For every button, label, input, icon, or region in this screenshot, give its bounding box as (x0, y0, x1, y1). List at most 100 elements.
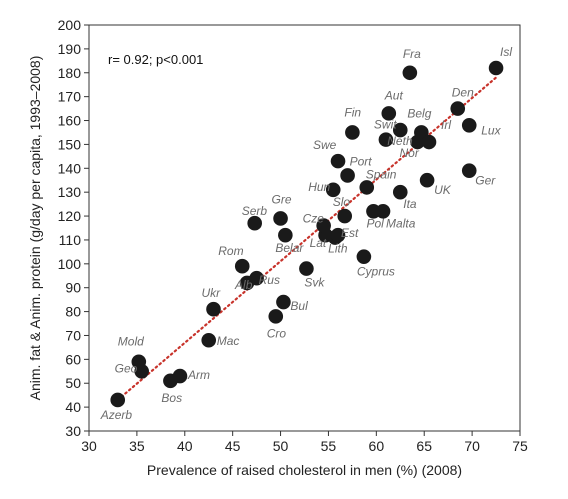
point-rom (234, 258, 250, 274)
y-axis-title: Anim. fat & Anim. protein (g/day per cap… (27, 56, 43, 401)
point-label-isl: Isl (500, 45, 512, 59)
point-est (330, 227, 346, 243)
point-ger (461, 163, 477, 178)
x-tick-label: 30 (81, 438, 97, 454)
trend-line (116, 76, 498, 402)
y-tick-label: 70 (65, 327, 81, 343)
point-label-pol: Pol (366, 216, 384, 230)
point-label-port: Port (350, 154, 373, 168)
point-label-ukr: Ukr (202, 286, 222, 300)
point-svk (299, 261, 314, 276)
point-swe (330, 153, 346, 169)
point-label-mold: Mold (118, 335, 144, 349)
x-tick-label: 65 (416, 438, 432, 454)
x-tick-label: 50 (273, 438, 289, 454)
point-port (340, 168, 355, 183)
correlation-annotation: r= 0.92; p<0.001 (108, 52, 203, 67)
point-arm (172, 368, 188, 384)
point-malta (375, 203, 391, 219)
point-label-lux: Lux (481, 123, 501, 137)
axis-ticks: 30 35 40 45 50 55 60 65 70 75 30 40 50 60 70 80 90 100 110… (58, 17, 528, 454)
point-label-ger: Ger (475, 174, 496, 188)
point-mold (131, 354, 147, 370)
x-tick-label: 35 (129, 438, 145, 454)
point-label-gre: Gre (272, 192, 292, 206)
x-tick-label: 70 (464, 438, 480, 454)
point-label-bul: Bul (290, 299, 308, 313)
y-tick-label: 90 (65, 280, 81, 296)
point-rus (249, 270, 264, 286)
point-den (450, 101, 466, 116)
trendline-group (116, 76, 498, 402)
point-serb (247, 215, 262, 231)
point-slo (337, 208, 353, 224)
point-label-fin: Fin (344, 105, 361, 119)
y-tick-label: 130 (58, 184, 82, 200)
point-label-geo: Geo (115, 361, 138, 375)
point-isl (488, 60, 504, 76)
point-swit (378, 132, 394, 147)
point-label-slo: Slo (333, 195, 351, 209)
point-label-est: Est (341, 226, 359, 240)
y-tick-label: 100 (58, 256, 82, 272)
x-tick-label: 45 (225, 438, 241, 454)
x-tick-label: 55 (321, 438, 337, 454)
point-label-swit: Swit (374, 118, 397, 132)
point-label-swe: Swe (313, 138, 337, 152)
y-tick-label: 30 (65, 423, 81, 439)
y-tick-label: 160 (58, 113, 82, 129)
point-gre (273, 211, 288, 226)
point-label-malta: Malta (386, 216, 416, 230)
point-label-spain: Spain (366, 167, 397, 181)
point-hun (325, 182, 341, 198)
point-label-belar: Belar (275, 241, 304, 255)
point-label-hun: Hun (308, 180, 330, 194)
y-tick-label: 180 (58, 65, 82, 81)
point-label-cro: Cro (267, 326, 287, 340)
y-tick-label: 110 (59, 232, 82, 248)
point-label-belg: Belg (407, 106, 431, 120)
point-cyprus (356, 249, 372, 264)
point-fin (345, 125, 360, 140)
data-points (110, 60, 504, 408)
point-label-nor: Nor (400, 146, 420, 160)
point-labels: Azerb Geo Mold Bos Arm Mac Ukr Alb Rus Rom Serb Cro… (100, 45, 513, 422)
point-label-cze: Cze (303, 212, 325, 226)
point-uk (419, 172, 435, 188)
y-tick-label: 190 (58, 41, 82, 57)
point-label-rus: Rus (259, 273, 280, 287)
x-tick-label: 75 (512, 438, 528, 454)
point-aut (381, 106, 397, 121)
point-label-neth: Neth (387, 134, 413, 148)
point-ukr (206, 301, 221, 317)
point-cze (316, 218, 331, 233)
point-cro (268, 309, 284, 324)
point-label-ita: Ita (403, 197, 417, 211)
point-label-svk: Svk (304, 276, 325, 290)
point-ita (392, 184, 408, 200)
y-tick-label: 200 (58, 17, 82, 33)
point-bul (276, 294, 291, 310)
x-tick-label: 60 (369, 438, 385, 454)
point-spain (359, 180, 375, 195)
point-irl (421, 134, 437, 150)
point-neth (392, 122, 408, 138)
point-label-cyprus: Cyprus (357, 265, 395, 279)
point-label-mac: Mac (217, 334, 240, 348)
point-label-fra: Fra (403, 47, 421, 61)
plot-frame (88, 24, 521, 432)
point-label-den: Den (452, 86, 474, 100)
point-azerb (110, 392, 126, 408)
point-fra (402, 65, 418, 81)
point-label-alb: Alb (234, 278, 253, 292)
y-tick-label: 50 (65, 375, 81, 391)
point-label-serb: Serb (242, 204, 268, 218)
point-label-aut: Aut (384, 88, 404, 102)
y-tick-label: 150 (58, 136, 82, 152)
point-label-lat: Lat (310, 236, 327, 250)
y-tick-label: 140 (58, 160, 82, 176)
point-label-uk: UK (434, 183, 452, 197)
point-mac (201, 332, 217, 348)
y-tick-label: 170 (58, 89, 82, 105)
